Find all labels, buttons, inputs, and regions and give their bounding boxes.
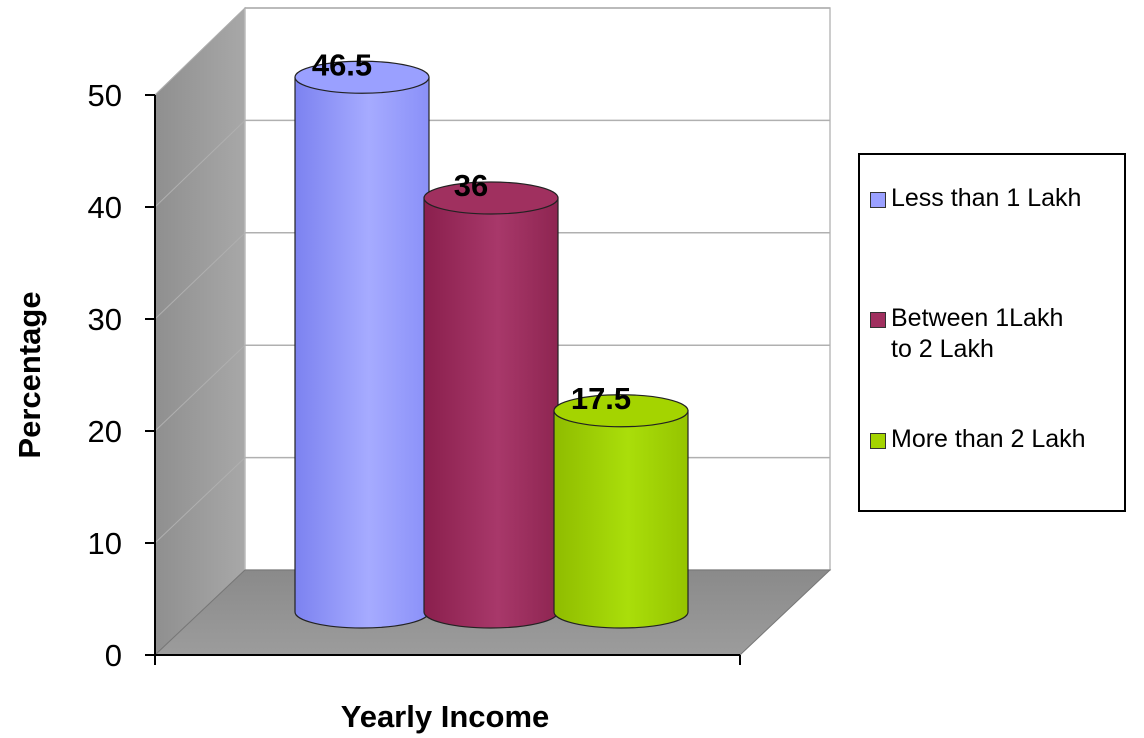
gridline-side bbox=[154, 457, 246, 544]
bar-chart: 0 10 20 30 40 50 46.5 36 17.5 Yearly Income Per… bbox=[12, 6, 832, 734]
bar-1 bbox=[423, 181, 559, 629]
y-tick-label: 0 bbox=[105, 638, 122, 673]
y-tick-label: 10 bbox=[88, 526, 122, 561]
data-label: 46.5 bbox=[312, 47, 372, 82]
data-labels: 46.5 36 17.5 bbox=[312, 47, 631, 416]
legend-label: Between 1Lakh to 2 Lakh bbox=[891, 304, 1064, 363]
y-axis-title: Percentage bbox=[12, 291, 47, 458]
bar-body bbox=[294, 76, 430, 629]
legend-swatch bbox=[870, 192, 886, 208]
chart-side-wall bbox=[154, 6, 246, 657]
y-tick-label: 50 bbox=[88, 78, 122, 113]
bar-body bbox=[553, 410, 689, 629]
bar-2 bbox=[553, 394, 689, 629]
y-tick-labels: 0 10 20 30 40 50 bbox=[88, 78, 155, 673]
y-tick-label: 40 bbox=[88, 190, 122, 225]
y-axis bbox=[154, 95, 741, 665]
bar-series bbox=[294, 60, 689, 629]
bar-0 bbox=[294, 60, 430, 629]
x-axis-title: Yearly Income bbox=[341, 699, 550, 734]
data-label: 17.5 bbox=[571, 381, 631, 416]
gridline-side bbox=[154, 232, 246, 320]
y-tick-label: 30 bbox=[88, 302, 122, 337]
legend-item-less-than-1-lakh: Less than 1 Lakh bbox=[870, 183, 1131, 214]
data-label: 36 bbox=[454, 168, 488, 203]
y-tick-label: 20 bbox=[88, 414, 122, 449]
bar-top bbox=[294, 60, 430, 94]
gridline-side bbox=[154, 344, 246, 432]
legend-item-more-than-2-lakh: More than 2 Lakh bbox=[870, 424, 1131, 455]
legend-label: More than 2 Lakh bbox=[891, 425, 1086, 453]
legend: Less than 1 Lakh Between 1Lakh to 2 Lakh… bbox=[858, 153, 1126, 512]
legend-swatch bbox=[870, 312, 886, 328]
gridline-side bbox=[154, 120, 246, 208]
legend-item-between-1-and-2-lakh: Between 1Lakh to 2 Lakh bbox=[870, 303, 1131, 365]
gridline-side bbox=[154, 7, 246, 96]
bar-top bbox=[553, 394, 689, 428]
bar-body bbox=[423, 197, 559, 629]
legend-label: Less than 1 Lakh bbox=[891, 184, 1082, 212]
bar-top bbox=[423, 181, 559, 215]
legend-swatch bbox=[870, 433, 886, 449]
